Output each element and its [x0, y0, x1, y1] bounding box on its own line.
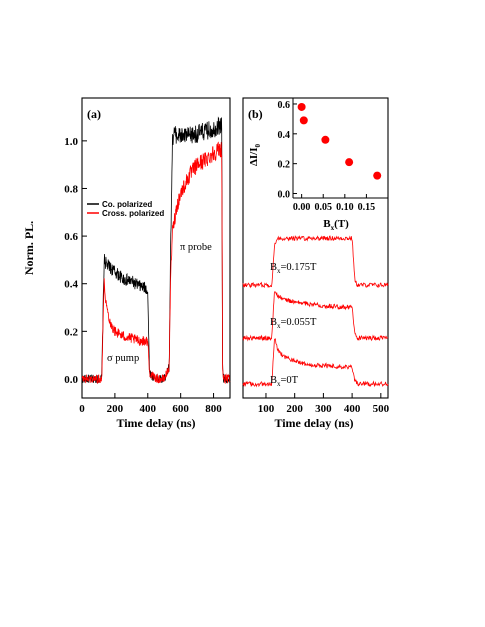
- inset-xtick-label: 0.15: [358, 202, 376, 213]
- panel-a-frame: [81, 97, 231, 399]
- panel-a-ytick-label: 0.8: [64, 183, 78, 195]
- panel-b-xtick-label: 400: [344, 403, 361, 415]
- panel-b: (b) Time delay (ns) 100 200 300 400 500 Bx=0…: [242, 97, 390, 430]
- inset-ytick-label: 0.0: [278, 190, 291, 201]
- trace-label-0055: Bx=0.055T: [270, 317, 317, 330]
- inset-data-point: [373, 171, 382, 180]
- panel-b-xtick-label: 100: [258, 403, 275, 415]
- inset-xtick-label: 0.10: [336, 202, 354, 213]
- inset-data-point: [321, 135, 330, 144]
- panel-a-series: [81, 116, 231, 385]
- panel-b-label: (b): [248, 107, 263, 121]
- legend-label-co: Co. polarized: [102, 200, 152, 209]
- panel-a: (a) Time delay (ns) Norm. PL. 0 200 400 600…: [22, 97, 231, 430]
- annotation-pi-probe: π probe: [180, 242, 212, 253]
- panel-b-trace-labels: Bx=0.175T Bx=0.055T Bx=0T: [270, 262, 317, 388]
- inset-points: [297, 102, 382, 180]
- inset-xlabel: Bx(T): [323, 218, 349, 232]
- panel-a-xtick-label: 400: [140, 403, 157, 415]
- inset-plot: 0.00 0.05 0.10 0.15 0.0 0.2 0.4 0.6 Bx(T) ΔI/I0: [248, 98, 388, 232]
- legend-label-cross: Cross. polarized: [102, 209, 164, 218]
- panel-a-ylabel: Norm. PL.: [22, 221, 36, 275]
- panel-a-xtick-label: 0: [79, 403, 85, 415]
- panel-a-ytick-label: 1.0: [64, 136, 78, 148]
- inset-data-point: [345, 158, 354, 167]
- inset-ytick-label: 0.4: [278, 130, 291, 141]
- panel-b-frame: [242, 97, 389, 399]
- inset-data-point: [299, 116, 308, 125]
- panel-a-legend: Co. polarized Cross. polarized: [87, 200, 164, 218]
- panel-a-series-line: [81, 141, 231, 385]
- panel-a-ytick-label: 0.2: [64, 326, 78, 338]
- panel-a-ticks: 0 200 400 600 800 0.0 0.2 0.4 0.6 0.8 1.0: [64, 136, 222, 415]
- panel-b-xtick-label: 200: [286, 403, 303, 415]
- panel-b-ticks: 100 200 300 400 500: [258, 393, 390, 415]
- inset-xtick-label: 0.05: [314, 202, 332, 213]
- panel-a-xtick-label: 600: [172, 403, 189, 415]
- inset-ylabel: ΔI/I0: [248, 143, 262, 166]
- trace-label-0: Bx=0T: [270, 375, 299, 388]
- panel-b-xlabel: Time delay (ns): [274, 416, 353, 430]
- inset-ytick-label: 0.6: [278, 100, 291, 111]
- annotation-sigma-pump: σ pump: [107, 353, 139, 364]
- panel-a-ytick-label: 0.0: [64, 374, 78, 386]
- inset-axes: 0.00 0.05 0.10 0.15 0.0 0.2 0.4 0.6: [278, 98, 388, 213]
- panel-b-trace-line: [242, 291, 389, 342]
- panel-a-xlabel: Time delay (ns): [116, 416, 195, 430]
- panel-b-trace-line: [242, 235, 389, 289]
- panel-a-ytick-label: 0.4: [64, 279, 78, 291]
- panel-a-ytick-label: 0.6: [64, 231, 78, 243]
- inset-xtick-label: 0.00: [293, 202, 311, 213]
- inset-data-point: [297, 102, 306, 111]
- panel-a-xtick-label: 200: [107, 403, 124, 415]
- panel-a-xtick-label: 800: [205, 403, 222, 415]
- panel-b-xtick-label: 500: [373, 403, 390, 415]
- panel-a-label: (a): [87, 107, 101, 121]
- panel-b-series: [242, 235, 389, 388]
- trace-label-0175: Bx=0.175T: [270, 262, 317, 275]
- panel-b-trace-line: [242, 338, 389, 388]
- panel-b-xtick-label: 300: [315, 403, 332, 415]
- inset-ytick-label: 0.2: [278, 160, 291, 171]
